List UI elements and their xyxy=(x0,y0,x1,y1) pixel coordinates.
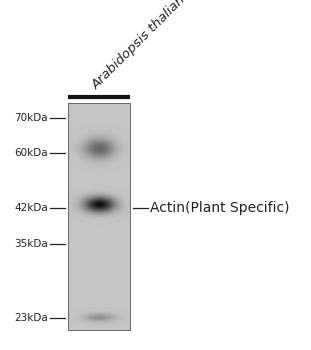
Text: 60kDa: 60kDa xyxy=(14,148,48,158)
Text: 23kDa: 23kDa xyxy=(14,313,48,323)
Bar xyxy=(68,103,130,330)
Text: Actin(Plant Specific): Actin(Plant Specific) xyxy=(150,201,290,215)
Text: 42kDa: 42kDa xyxy=(14,203,48,213)
Text: Arabidopsis thaliana: Arabidopsis thaliana xyxy=(90,0,194,92)
Text: 70kDa: 70kDa xyxy=(14,113,48,123)
Text: 35kDa: 35kDa xyxy=(14,239,48,249)
